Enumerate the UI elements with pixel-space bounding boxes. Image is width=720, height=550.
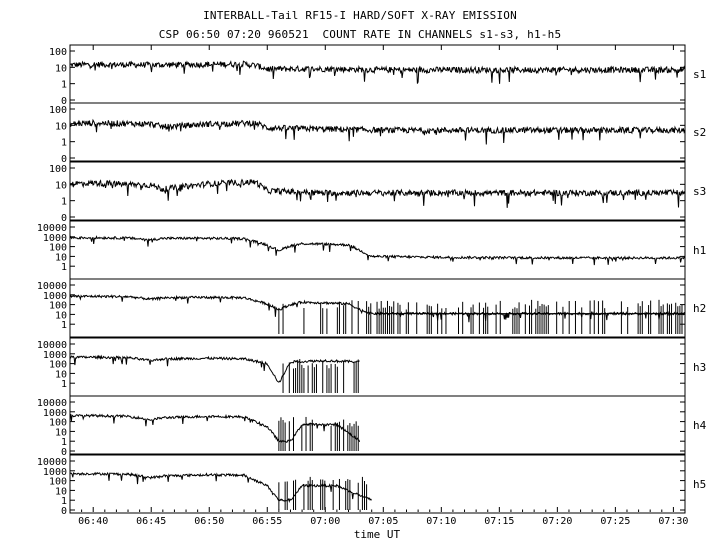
panel-frame (69, 278, 686, 338)
y-tick-label: 1 (61, 496, 67, 507)
y-tick-label: 10000 (37, 281, 67, 292)
panel-frame (69, 161, 686, 221)
y-tick-label: 0 (61, 154, 67, 165)
y-tick-label: 100 (49, 360, 67, 371)
y-tick-label: 10 (55, 180, 67, 191)
panel-frame (69, 102, 686, 162)
x-tick-label: 06:45 (136, 516, 166, 527)
y-tick-label: 100 (49, 164, 67, 175)
y-tick-label: 10 (55, 63, 67, 74)
y-tick-label: 10000 (37, 223, 67, 234)
x-tick-label: 06:55 (252, 516, 282, 527)
y-tick-label: 1 (61, 197, 67, 208)
series-line-h1 (69, 235, 686, 266)
y-tick-label: 10000 (37, 398, 67, 409)
y-tick-label: 0 (61, 213, 67, 224)
y-tick-label: 10 (55, 369, 67, 380)
series-line-h3 (69, 354, 360, 383)
y-tick-label: 1 (61, 379, 67, 390)
x-tick-label: 07:25 (600, 516, 630, 527)
channel-label: h3 (693, 361, 706, 374)
x-axis-label: time UT (354, 528, 401, 541)
series-line-s3 (69, 178, 686, 208)
y-tick-label: 1 (61, 262, 67, 273)
y-tick-label: 10 (55, 427, 67, 438)
series-line-s2 (69, 118, 686, 145)
channel-label: s1 (693, 68, 706, 81)
y-tick-label: 100 (49, 47, 67, 58)
y-tick-label: 0 (61, 447, 67, 458)
x-tick-label: 06:50 (194, 516, 224, 527)
y-tick-label: 1000 (43, 233, 67, 244)
y-tick-label: 0 (61, 96, 67, 107)
y-tick-label: 100 (49, 418, 67, 429)
y-tick-label: 1000 (43, 350, 67, 361)
channel-label: h1 (693, 244, 706, 257)
panels-layer: s11001010s21001010s31001010h110000100010… (37, 44, 707, 517)
channel-label: s3 (693, 185, 706, 198)
y-tick-label: 1 (61, 80, 67, 91)
y-tick-label: 100 (49, 243, 67, 254)
series-line-h4 (69, 413, 361, 443)
y-tick-label: 1 (61, 320, 67, 331)
channel-label: h4 (693, 419, 707, 432)
series-line-s1 (69, 60, 686, 84)
x-tick-label: 07:05 (368, 516, 398, 527)
panel-frame (69, 220, 686, 280)
chart-title: INTERBALL-Tail RF15-I HARD/SOFT X-RAY EM… (203, 9, 517, 22)
y-tick-label: 10000 (37, 457, 67, 468)
x-tick-label: 07:15 (484, 516, 514, 527)
y-tick-label: 10 (55, 121, 67, 132)
x-axis: 06:40 06:45 06:50 06:55 07:00 07:05 07:10 07:15… (69, 45, 688, 527)
y-tick-label: 100 (49, 301, 67, 312)
panel-frame (69, 44, 686, 104)
panel-frame (69, 454, 686, 514)
y-tick-label: 0 (61, 506, 67, 517)
x-tick-label: 07:30 (658, 516, 688, 527)
y-tick-label: 1000 (43, 408, 67, 419)
channel-label: s2 (693, 126, 706, 139)
y-tick-label: 10 (55, 252, 67, 263)
panel-frame (69, 337, 686, 397)
y-tick-label: 100 (49, 477, 67, 488)
chart-title-block: INTERBALL-Tail RF15-I HARD/SOFT X-RAY EM… (0, 0, 720, 45)
y-tick-label: 1 (61, 138, 67, 149)
chart-subtitle: CSP 06:50 07:20 960521 COUNT RATE IN CHA… (158, 28, 562, 41)
panel-frame (69, 395, 686, 455)
y-tick-label: 1000 (43, 467, 67, 478)
y-tick-label: 100 (49, 105, 67, 116)
y-tick-label: 1 (61, 437, 67, 448)
x-tick-label: 06:40 (78, 516, 108, 527)
y-tick-label: 10000 (37, 340, 67, 351)
y-tick-label: 10 (55, 310, 67, 321)
x-tick-label: 07:00 (310, 516, 340, 527)
y-tick-label: 10 (55, 486, 67, 497)
series-line-h5 (69, 471, 372, 503)
channel-label: h5 (693, 478, 706, 491)
x-tick-label: 07:10 (426, 516, 456, 527)
channel-label: h2 (693, 302, 706, 315)
x-tick-label: 07:20 (542, 516, 572, 527)
y-tick-label: 1000 (43, 291, 67, 302)
